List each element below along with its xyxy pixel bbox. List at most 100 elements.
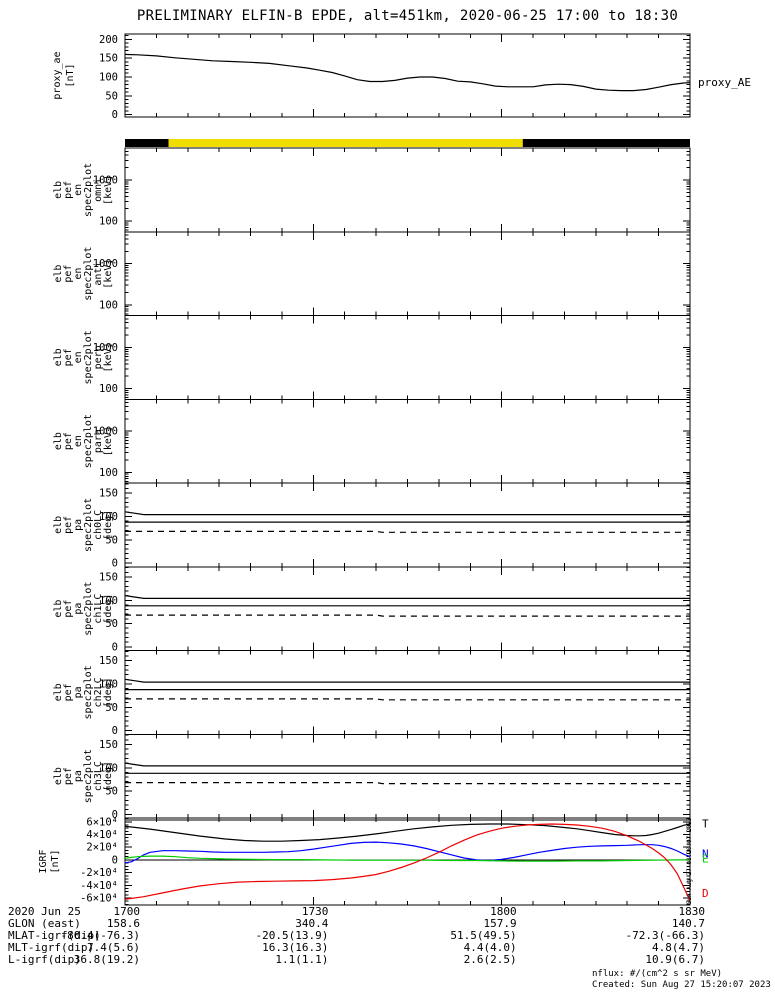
y-axis-label-word: pa bbox=[73, 686, 84, 698]
table-cell: -20.5(13.9) bbox=[255, 929, 329, 942]
table-row-label: MLAT-igrf(dip) bbox=[8, 929, 101, 942]
y-tick-label: 100 bbox=[99, 762, 118, 774]
y-tick-label: 200 bbox=[99, 34, 118, 46]
sunlight-bar bbox=[125, 139, 690, 147]
y-axis-label-word: spec2plot bbox=[83, 498, 94, 552]
y-tick-label: 50 bbox=[105, 534, 118, 546]
table-cell: 1730 bbox=[301, 905, 329, 918]
y-tick-label: 150 bbox=[99, 655, 118, 667]
panel-elb-pef-pa-spec2plot-ch3LC: 0 50 100 150 elb pef pa spec2plot ch3LC [deg] bbox=[53, 733, 691, 821]
y-tick-label: 150 bbox=[99, 488, 118, 500]
panel-frame bbox=[124, 398, 691, 484]
y-axis-label-word: [nT] bbox=[65, 63, 76, 87]
table-cell: 157.9 bbox=[483, 917, 517, 930]
y-tick-label: 0 bbox=[112, 854, 118, 866]
y-tick-label: 2×10⁴ bbox=[86, 842, 118, 854]
y-tick-label: 100 bbox=[99, 299, 118, 311]
y-tick-label: -2×10⁴ bbox=[80, 867, 118, 879]
table-cell: 1700 bbox=[113, 905, 141, 918]
y-axis-label-word: pef bbox=[63, 767, 74, 785]
trace-letter-T: T bbox=[702, 818, 709, 831]
y-axis-label-word: elb bbox=[53, 600, 64, 618]
panel-frame bbox=[124, 650, 691, 735]
y-tick-label: 100 bbox=[99, 383, 118, 395]
y-axis-label-word: perp bbox=[93, 345, 104, 369]
table-cell: 1800 bbox=[490, 905, 517, 918]
y-axis-label-word: [deg] bbox=[103, 761, 114, 791]
panel-elb-pef-en-spec2plot-para: 100 1000 elb pef en spec2plot para [keV] bbox=[53, 398, 691, 484]
y-tick-label: 100 bbox=[99, 511, 118, 523]
panel-frame bbox=[124, 482, 691, 568]
y-axis-label-word: ch2LC bbox=[93, 677, 104, 707]
trace-letter-D: D bbox=[702, 887, 709, 900]
table-cell: 1.1(1.1) bbox=[275, 953, 329, 966]
table-cell: 4.4(4.0) bbox=[463, 941, 517, 954]
y-tick-label: 50 bbox=[105, 90, 118, 102]
y-tick-label: 50 bbox=[105, 702, 118, 714]
sunlight-bar-segment-day bbox=[168, 139, 523, 147]
y-axis-label-word: en bbox=[73, 268, 84, 280]
y-tick-label: 1000 bbox=[93, 174, 118, 186]
y-axis-label-word: en bbox=[73, 435, 84, 447]
table-row-label: GLON (east) bbox=[8, 917, 81, 930]
y-tick-label: -4×10⁴ bbox=[80, 880, 118, 892]
y-axis-label-word: pef bbox=[63, 600, 74, 618]
y-axis-label-word: ch0LC bbox=[93, 510, 104, 540]
panel-elb-pef-pa-spec2plot-ch2LC: 0 50 100 150 elb pef pa spec2plot ch2LC [deg] bbox=[53, 650, 691, 737]
y-axis-label-word: pef bbox=[63, 265, 74, 283]
y-tick-label: 150 bbox=[99, 739, 118, 751]
y-axis-label-word: elb bbox=[53, 181, 64, 199]
trace-loss-cone-upper bbox=[124, 595, 690, 599]
y-axis-label-word: elb bbox=[53, 683, 64, 701]
y-axis-label-word: anti bbox=[93, 262, 104, 286]
y-tick-label: 0 bbox=[112, 109, 118, 121]
panel-frame bbox=[124, 33, 691, 118]
y-axis-label-word: [deg] bbox=[103, 677, 114, 707]
table-cell: 140.7 bbox=[671, 917, 705, 930]
y-axis-label-word: pef bbox=[63, 432, 74, 450]
y-tick-label: 1000 bbox=[93, 258, 118, 270]
trace-T bbox=[124, 823, 691, 842]
y-axis-label-word: pef bbox=[63, 348, 74, 366]
y-tick-label: 0 bbox=[112, 641, 118, 653]
y-axis-label-word: [keV] bbox=[103, 175, 114, 205]
y-tick-label: 100 bbox=[99, 216, 118, 228]
y-axis-label-word: ch3LC bbox=[93, 761, 104, 791]
y-tick-label: 100 bbox=[99, 467, 118, 479]
panel-elb-pef-pa-spec2plot-ch1LC: 0 50 100 150 elb pef pa spec2plot ch1LC [deg] bbox=[53, 566, 691, 653]
table-cell: 10.9(6.7) bbox=[645, 953, 705, 966]
panel-proxy-ae: 0 50 100 150 200 proxy_ae [nT] bbox=[52, 33, 691, 121]
y-axis-label-word: [keV] bbox=[103, 426, 114, 456]
y-axis-label-word: spec2plot bbox=[83, 665, 94, 719]
y-axis-label-word: spec2plot bbox=[83, 749, 94, 803]
y-tick-label: 100 bbox=[99, 72, 118, 84]
trace-anti-loss-cone bbox=[125, 530, 690, 533]
table-cell: 4.8(4.7) bbox=[652, 941, 705, 954]
panel-elb-pef-en-spec2plot-omni: 100 1000 elb pef en spec2plot omni [keV] bbox=[53, 147, 691, 233]
table-cell: 36.8(19.2) bbox=[73, 953, 140, 966]
table-cell: 7.4(5.6) bbox=[87, 941, 140, 954]
panel-frame bbox=[124, 817, 691, 906]
panel-elb-pef-en-spec2plot-perp: 100 1000 elb pef en spec2plot perp [keV] bbox=[53, 315, 691, 400]
trace-E bbox=[124, 855, 690, 862]
y-axis-label-word: elb bbox=[53, 516, 64, 534]
y-tick-label: 100 bbox=[99, 679, 118, 691]
y-axis-label-word: [keV] bbox=[103, 342, 114, 372]
panel-frame bbox=[124, 566, 691, 651]
y-tick-label: 50 bbox=[105, 786, 118, 798]
table-cell: 1830 bbox=[678, 905, 706, 918]
page-title: PRELIMINARY ELFIN-B EPDE, alt=451km, 202… bbox=[136, 8, 679, 24]
y-axis-label-word: [deg] bbox=[103, 510, 114, 540]
trace-loss-cone-upper bbox=[124, 511, 690, 516]
table-row-label: L-igrf(dip) bbox=[8, 953, 81, 966]
y-tick-label: 50 bbox=[105, 618, 118, 630]
table-cell: -80.4(-76.3) bbox=[60, 929, 140, 942]
y-axis-label-word: IGRF bbox=[38, 849, 49, 873]
y-axis-label-word: ch1LC bbox=[93, 594, 104, 624]
footer-nflux-units: nflux: #/(cm^2 s sr MeV) bbox=[592, 969, 723, 979]
y-axis-label-word: spec2plot bbox=[83, 163, 94, 217]
created-stamp-vertical: Sun Aug 27 08:20:07 2023 bbox=[686, 817, 693, 904]
trace-letter-N: N bbox=[702, 848, 709, 861]
